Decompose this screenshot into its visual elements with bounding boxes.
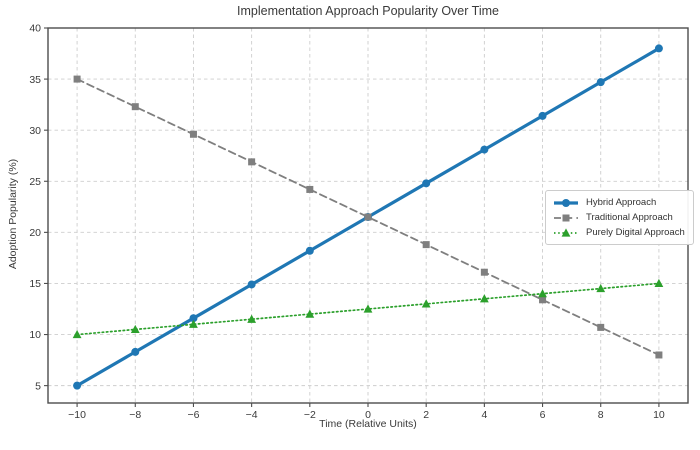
y-axis-label: Adoption Popularity (%) — [7, 158, 19, 270]
x-tick-label: 4 — [481, 409, 487, 421]
data-point-marker — [422, 179, 431, 188]
x-axis-label: Time (Relative Units) — [319, 418, 417, 430]
data-point-marker — [305, 246, 314, 255]
data-point-marker — [596, 283, 606, 293]
series-line-1 — [76, 78, 660, 356]
data-point-marker — [73, 75, 81, 83]
data-point-marker — [130, 324, 140, 334]
data-point-marker — [655, 351, 663, 359]
legend-label: Traditional Approach — [586, 212, 673, 223]
x-tick-label: 8 — [598, 409, 604, 421]
y-tick-label: 10 — [29, 329, 41, 341]
data-point-marker — [131, 103, 139, 111]
y-tick-label: 35 — [29, 74, 41, 86]
data-point-marker — [189, 319, 198, 328]
data-point-marker — [654, 278, 664, 288]
data-point-marker — [363, 304, 373, 313]
data-point-marker — [539, 296, 547, 304]
data-point-marker — [654, 44, 663, 53]
y-tick-label: 20 — [29, 227, 41, 239]
data-point-marker — [72, 329, 82, 339]
data-point-marker — [305, 309, 315, 318]
data-point-marker — [538, 111, 547, 120]
y-tick-label: 25 — [29, 176, 41, 188]
data-point-marker — [73, 381, 82, 390]
data-point-marker — [364, 213, 372, 221]
swatch-marker — [562, 214, 570, 221]
x-tick-label: −8 — [129, 409, 141, 421]
data-point-marker — [421, 299, 431, 308]
data-point-marker — [480, 268, 488, 276]
legend-label: Hybrid Approach — [586, 197, 657, 208]
purely-digital-line-swatch-icon — [554, 227, 578, 237]
data-point-marker — [247, 314, 257, 323]
x-tick-label: −10 — [68, 409, 86, 421]
data-point-marker — [479, 294, 489, 303]
x-tick-label: 2 — [423, 409, 429, 421]
traditional-line-swatch-icon — [554, 214, 578, 221]
x-tick-label: −4 — [246, 409, 258, 421]
data-point-marker — [247, 280, 256, 289]
swatch-marker — [562, 198, 570, 207]
chart-title: Implementation Approach Popularity Over … — [237, 4, 499, 18]
legend-item-purely-digital: Purely Digital Approach — [553, 226, 685, 239]
x-tick-label: 0 — [365, 409, 371, 421]
data-point-marker — [248, 158, 256, 166]
x-tick-label: 6 — [540, 409, 546, 421]
hybrid-line-swatch-icon — [554, 198, 578, 207]
data-point-marker — [480, 145, 489, 154]
x-tick-label: −2 — [304, 409, 316, 421]
y-tick-label: 30 — [29, 125, 41, 137]
legend: Hybrid Approach Traditional Approach Pur… — [545, 190, 694, 245]
data-point-marker — [422, 241, 430, 249]
swatch-marker — [561, 227, 571, 237]
data-point-marker — [597, 323, 605, 331]
data-point-marker — [189, 130, 197, 138]
legend-item-traditional: Traditional Approach — [553, 211, 685, 224]
y-tick-label: 5 — [35, 380, 41, 392]
legend-item-hybrid: Hybrid Approach — [553, 196, 685, 209]
data-point-marker — [538, 289, 547, 298]
y-tick-label: 40 — [29, 23, 41, 35]
y-tick-label: 15 — [29, 278, 41, 290]
data-point-marker — [306, 185, 314, 193]
x-tick-label: 10 — [653, 409, 665, 421]
data-point-marker — [189, 314, 198, 323]
legend-label: Purely Digital Approach — [586, 227, 685, 238]
data-point-marker — [596, 78, 605, 87]
data-point-marker — [131, 347, 140, 356]
x-tick-label: −6 — [187, 409, 199, 421]
